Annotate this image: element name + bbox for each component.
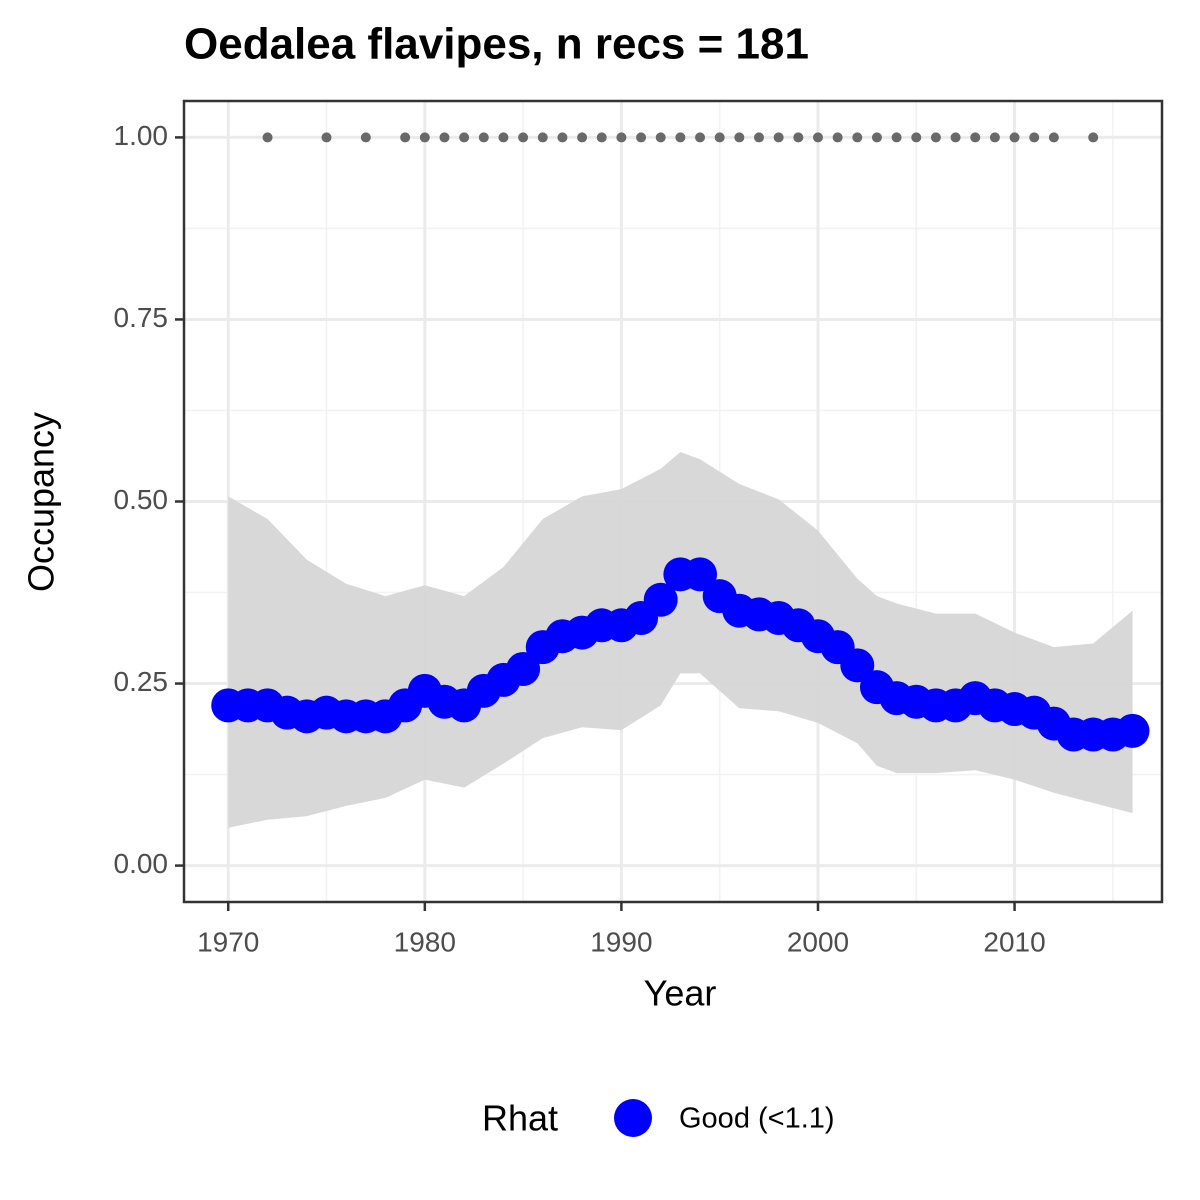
- occupancy-point: [840, 648, 875, 683]
- record-point: [754, 132, 765, 143]
- record-point: [1048, 132, 1059, 143]
- y-tick-label: 0.00: [114, 848, 169, 879]
- record-point: [518, 132, 529, 143]
- chart-title: Oedalea flavipes, n recs = 181: [184, 20, 809, 69]
- record-point: [734, 132, 745, 143]
- record-point: [577, 132, 588, 143]
- record-point: [812, 132, 823, 143]
- record-point: [871, 132, 882, 143]
- record-point: [400, 132, 411, 143]
- x-tick-label: 2010: [983, 926, 1045, 957]
- legend-symbol: [614, 1099, 652, 1137]
- x-tick-label: 1990: [590, 926, 652, 957]
- record-point: [930, 132, 941, 143]
- record-point: [1029, 132, 1040, 143]
- record-point: [636, 132, 647, 143]
- record-point: [695, 132, 706, 143]
- record-point: [537, 132, 548, 143]
- x-tick-label: 1970: [197, 926, 259, 957]
- record-point: [773, 132, 784, 143]
- record-point: [459, 132, 470, 143]
- confidence-band: [228, 451, 1133, 828]
- y-tick-label: 0.75: [114, 302, 169, 333]
- occupancy-point: [683, 557, 718, 592]
- record-point: [989, 132, 1000, 143]
- record-point: [832, 132, 843, 143]
- plot-border: [182, 99, 1164, 904]
- x-tick-label: 2000: [787, 926, 849, 957]
- record-point: [1009, 132, 1020, 143]
- y-tick-label: 0.25: [114, 666, 169, 697]
- record-point: [321, 132, 332, 143]
- record-point: [655, 132, 666, 143]
- record-point: [360, 132, 371, 143]
- x-tick-label: 1980: [394, 926, 456, 957]
- y-axis-title: Occupancy: [21, 412, 62, 592]
- record-point: [616, 132, 627, 143]
- record-point: [557, 132, 568, 143]
- record-point: [596, 132, 607, 143]
- record-point: [911, 132, 922, 143]
- record-point: [498, 132, 509, 143]
- record-point: [1088, 132, 1099, 143]
- record-point: [439, 132, 450, 143]
- legend-title: Rhat: [482, 1098, 558, 1139]
- record-point: [852, 132, 863, 143]
- record-point: [419, 132, 430, 143]
- occupancy-point: [1115, 713, 1150, 748]
- record-point: [262, 132, 273, 143]
- occupancy-point: [643, 582, 678, 617]
- x-axis-title: Year: [644, 973, 717, 1014]
- record-point: [950, 132, 961, 143]
- occupancy-point: [506, 651, 541, 686]
- record-point: [970, 132, 981, 143]
- record-point: [891, 132, 902, 143]
- record-point: [478, 132, 489, 143]
- record-point: [675, 132, 686, 143]
- y-tick-label: 0.50: [114, 484, 169, 515]
- record-point: [714, 132, 725, 143]
- y-tick-label: 1.00: [114, 120, 169, 151]
- record-point: [793, 132, 804, 143]
- legend-label: Good (<1.1): [679, 1103, 835, 1135]
